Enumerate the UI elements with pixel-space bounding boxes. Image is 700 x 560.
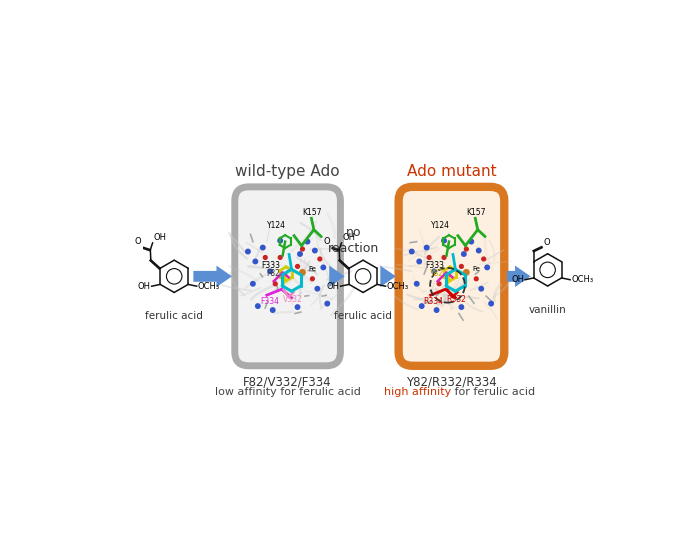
Circle shape [253,259,258,264]
Circle shape [442,255,446,259]
Circle shape [479,287,484,291]
Circle shape [318,257,322,261]
Text: Fe: Fe [473,266,480,272]
Text: low affinity for ferulic acid: low affinity for ferulic acid [215,388,360,398]
Circle shape [300,247,304,251]
Text: F82: F82 [266,269,280,278]
Circle shape [263,255,267,259]
Circle shape [260,245,265,250]
Text: OCH₃: OCH₃ [197,282,220,291]
Circle shape [273,282,277,286]
Circle shape [298,252,302,256]
Text: F82/V332/F334: F82/V332/F334 [244,375,332,388]
Text: OH: OH [327,282,340,291]
Circle shape [419,304,424,309]
Circle shape [435,308,439,312]
Circle shape [313,248,317,253]
Text: no
reaction: no reaction [328,226,379,255]
Text: vanillin: vanillin [528,305,566,315]
Text: R332: R332 [447,295,466,304]
Text: OH: OH [154,233,167,242]
Text: K157: K157 [466,208,486,217]
Circle shape [251,282,255,286]
Text: Y124: Y124 [267,221,286,230]
Text: ferulic acid: ferulic acid [146,311,203,321]
Text: Fe: Fe [309,266,316,272]
Circle shape [475,277,478,281]
Text: Y82/R332/R334: Y82/R332/R334 [406,375,497,388]
Text: OH: OH [138,282,150,291]
Circle shape [295,264,300,268]
Circle shape [268,269,272,274]
Text: high affinity: high affinity [384,388,451,398]
Circle shape [461,252,466,256]
Circle shape [438,282,441,286]
Text: OCH₃: OCH₃ [386,282,409,291]
Circle shape [427,255,431,259]
Circle shape [315,287,320,291]
Text: wild-type Ado: wild-type Ado [235,164,340,179]
Circle shape [311,277,314,281]
Circle shape [270,308,275,312]
Circle shape [300,269,305,275]
Circle shape [305,239,309,244]
Circle shape [485,265,489,269]
Circle shape [459,305,463,309]
Text: K157: K157 [302,208,322,217]
Text: ferulic acid: ferulic acid [334,311,392,321]
Text: Y82: Y82 [430,269,444,278]
Circle shape [279,255,282,259]
Text: F333: F333 [426,262,444,270]
Text: F334: F334 [260,297,279,306]
Circle shape [246,249,250,254]
Circle shape [417,259,421,264]
Circle shape [489,301,493,306]
Text: Ado mutant: Ado mutant [407,164,496,179]
Text: R334: R334 [423,297,443,306]
Circle shape [256,304,260,309]
Text: OCH₃: OCH₃ [571,275,593,284]
Circle shape [325,301,330,306]
FancyBboxPatch shape [398,187,504,366]
Text: OH: OH [342,233,356,242]
Text: O: O [323,237,330,246]
Circle shape [442,239,447,243]
Circle shape [459,264,463,268]
Circle shape [469,239,473,244]
Circle shape [432,269,436,274]
Circle shape [410,249,414,254]
Circle shape [321,265,326,269]
FancyBboxPatch shape [234,187,340,366]
Text: O: O [134,237,141,246]
Text: for ferulic acid: for ferulic acid [451,388,536,398]
Circle shape [278,239,282,243]
Text: OH: OH [511,275,524,284]
Circle shape [482,257,486,261]
Text: O: O [543,237,550,246]
Text: F333: F333 [262,262,281,270]
Text: Y124: Y124 [431,221,450,230]
Circle shape [465,247,468,251]
Text: V332: V332 [283,295,302,304]
Circle shape [477,248,481,253]
Circle shape [295,305,300,309]
Circle shape [414,282,419,286]
Circle shape [424,245,429,250]
Circle shape [463,269,469,275]
